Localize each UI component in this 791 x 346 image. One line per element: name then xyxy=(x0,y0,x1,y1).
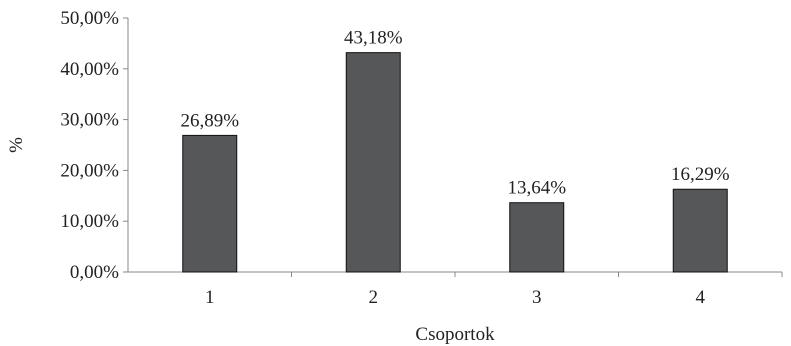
y-tick-label: 0,00% xyxy=(70,262,119,283)
x-axis-title: Csoportok xyxy=(415,324,495,345)
data-label-2: 43,18% xyxy=(344,28,403,49)
x-tick-label-3: 3 xyxy=(532,287,542,308)
bar-3 xyxy=(509,202,565,273)
data-label-1: 26,89% xyxy=(180,110,239,131)
y-tick-label: 20,00% xyxy=(60,160,119,181)
y-tick-label: 30,00% xyxy=(60,110,119,131)
data-label-4: 16,29% xyxy=(671,164,730,185)
bar-4 xyxy=(672,188,728,273)
data-labels: 26,89% 43,18% 13,64% 16,29% xyxy=(180,28,729,199)
y-tick-label: 40,00% xyxy=(60,59,119,80)
bar-1 xyxy=(182,134,238,273)
y-tick-label: 10,00% xyxy=(60,211,119,232)
y-tick-label: 50,00% xyxy=(60,8,119,29)
x-axis-ticks: 1 2 3 4 xyxy=(205,272,783,308)
x-tick-label-1: 1 xyxy=(205,287,215,308)
y-axis-title: % xyxy=(6,137,27,153)
bars xyxy=(182,52,728,273)
y-axis-ticks: 0,00% 10,00% 20,00% 30,00% 40,00% 50,00% xyxy=(60,8,128,283)
data-label-3: 13,64% xyxy=(507,178,566,199)
bar-2 xyxy=(345,52,401,273)
x-tick-label-2: 2 xyxy=(369,287,379,308)
x-tick-label-4: 4 xyxy=(696,287,706,308)
